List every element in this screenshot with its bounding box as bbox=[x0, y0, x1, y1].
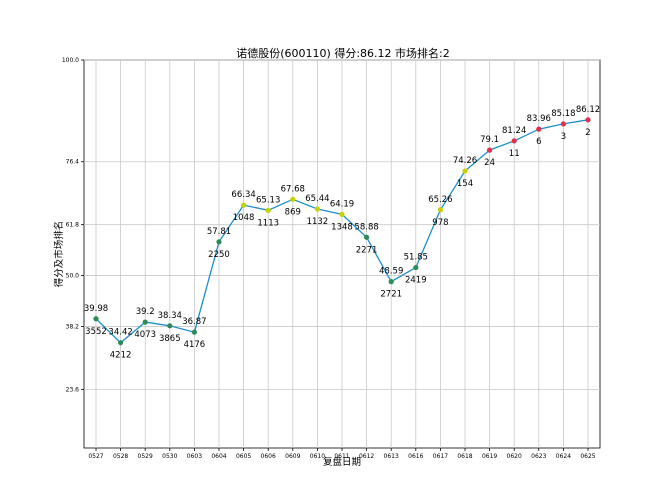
score-label: 65.44 bbox=[305, 194, 329, 204]
data-point bbox=[93, 316, 99, 322]
x-tick-label: 0613 bbox=[384, 453, 399, 460]
score-label: 65.13 bbox=[256, 195, 280, 205]
x-tick-label: 0610 bbox=[310, 453, 325, 460]
x-tick-label: 0611 bbox=[334, 453, 349, 460]
score-label: 57.81 bbox=[207, 227, 231, 237]
grid-lines bbox=[84, 59, 600, 448]
data-point bbox=[560, 121, 567, 127]
rank-label: 11 bbox=[509, 149, 520, 159]
y-tick-label: 50.0 bbox=[66, 273, 80, 280]
x-axis-label: 复盘日期 bbox=[323, 456, 361, 468]
x-tick-label: 0623 bbox=[531, 453, 546, 460]
score-label: 58.88 bbox=[354, 222, 378, 232]
rank-label: 3552 bbox=[85, 327, 107, 337]
x-tick-label: 0605 bbox=[236, 453, 251, 460]
rank-label: 869 bbox=[285, 207, 301, 217]
score-label: 83.96 bbox=[527, 114, 551, 124]
score-label: 79.1 bbox=[480, 135, 499, 145]
score-label: 86.12 bbox=[576, 105, 600, 115]
y-tick-label: 76.4 bbox=[66, 159, 80, 166]
score-label: 64.19 bbox=[330, 199, 354, 209]
x-tick-label: 0612 bbox=[359, 453, 374, 460]
rank-label: 4212 bbox=[110, 351, 132, 361]
rank-label: 1113 bbox=[257, 218, 279, 228]
x-tick-label: 0624 bbox=[556, 453, 571, 460]
data-points bbox=[93, 117, 591, 346]
score-label: 36.87 bbox=[182, 317, 206, 327]
rank-label: 24 bbox=[484, 158, 495, 168]
data-point bbox=[388, 279, 394, 285]
rank-label: 4073 bbox=[134, 330, 156, 340]
score-label: 66.34 bbox=[231, 190, 255, 200]
rank-label: 2419 bbox=[405, 276, 427, 286]
data-point bbox=[585, 117, 591, 123]
data-point bbox=[339, 211, 345, 217]
data-point bbox=[191, 329, 197, 335]
rank-label: 6 bbox=[536, 137, 541, 147]
score-label: 34.42 bbox=[108, 328, 132, 338]
y-tick-label: 38.2 bbox=[66, 323, 80, 330]
x-tick-label: 0609 bbox=[285, 453, 300, 460]
data-point bbox=[241, 202, 247, 208]
data-point bbox=[511, 138, 517, 144]
data-point bbox=[437, 207, 443, 213]
score-label: 51.85 bbox=[404, 253, 428, 263]
rank-label: 154 bbox=[457, 179, 473, 189]
x-tick-label: 0527 bbox=[88, 453, 103, 460]
rank-label: 978 bbox=[432, 218, 448, 228]
data-point bbox=[167, 323, 173, 329]
y-axis-label: 得分及市场排名 bbox=[53, 221, 65, 288]
y-tick-label: 23.6 bbox=[66, 386, 80, 393]
data-point bbox=[314, 206, 320, 212]
x-tick-label: 0606 bbox=[261, 453, 276, 460]
x-tick-label: 0530 bbox=[162, 453, 177, 460]
rank-label: 3865 bbox=[159, 334, 181, 344]
score-label: 74.26 bbox=[453, 156, 477, 166]
data-point bbox=[290, 196, 296, 202]
rank-label: 4176 bbox=[184, 340, 206, 350]
x-tick-label: 0603 bbox=[187, 453, 202, 460]
score-label: 38.34 bbox=[158, 311, 182, 321]
rank-label: 2 bbox=[585, 128, 590, 138]
rank-label: 2271 bbox=[356, 245, 378, 255]
x-tick-label: 0625 bbox=[580, 453, 595, 460]
x-tick-label: 0620 bbox=[507, 453, 522, 460]
x-axis-ticks: 0527 0528 0529 0530 0603 0604 0605 0606 0609 0610… bbox=[88, 448, 596, 460]
score-label: 65.26 bbox=[428, 195, 452, 205]
rank-label: 3 bbox=[561, 132, 566, 142]
y-tick-label: 61.8 bbox=[66, 222, 80, 229]
data-point bbox=[216, 239, 222, 245]
y-axis-ticks: 100.0 76.4 61.8 50.0 38.2 23.6 bbox=[62, 57, 84, 393]
score-label: 39.98 bbox=[84, 304, 108, 314]
score-label: 39.2 bbox=[136, 307, 155, 317]
x-tick-label: 0604 bbox=[211, 453, 226, 460]
rank-label: 1132 bbox=[307, 217, 329, 227]
data-point bbox=[364, 234, 370, 240]
data-point bbox=[118, 340, 124, 346]
score-label: 67.68 bbox=[281, 184, 305, 194]
rank-label: 1348 bbox=[331, 222, 353, 232]
data-point bbox=[265, 207, 271, 213]
data-point bbox=[462, 168, 468, 174]
rank-label: 1048 bbox=[233, 213, 255, 223]
y-tick-label: 100.0 bbox=[62, 57, 79, 64]
chart-title: 诺德股份(600110) 得分:86.12 市场排名:2 bbox=[236, 46, 449, 60]
x-tick-label: 0529 bbox=[138, 453, 153, 460]
score-label: 48.59 bbox=[379, 267, 403, 277]
data-point bbox=[487, 147, 493, 153]
rank-label: 2250 bbox=[208, 250, 230, 260]
x-tick-label: 0618 bbox=[457, 453, 472, 460]
data-point bbox=[413, 264, 419, 271]
score-label: 81.24 bbox=[502, 126, 526, 136]
x-tick-label: 0616 bbox=[408, 453, 423, 460]
score-label: 85.18 bbox=[551, 109, 575, 119]
x-tick-label: 0617 bbox=[433, 453, 448, 460]
data-point bbox=[142, 319, 148, 325]
x-tick-label: 0619 bbox=[482, 453, 497, 460]
rank-label: 2721 bbox=[380, 290, 402, 300]
x-tick-label: 0528 bbox=[113, 453, 128, 460]
data-point bbox=[536, 126, 542, 132]
